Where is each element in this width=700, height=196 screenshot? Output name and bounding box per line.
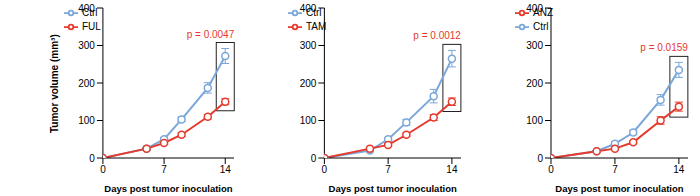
svg-text:300: 300 — [78, 40, 95, 51]
svg-text:200: 200 — [78, 78, 95, 89]
svg-text:100: 100 — [526, 115, 543, 126]
svg-text:Days post tumor inoculation: Days post tumor inoculation — [329, 183, 457, 194]
svg-text:7: 7 — [161, 164, 167, 175]
svg-text:200: 200 — [526, 78, 543, 89]
svg-text:0: 0 — [100, 164, 106, 175]
svg-text:200: 200 — [300, 78, 317, 89]
svg-text:7: 7 — [385, 164, 391, 175]
svg-text:300: 300 — [300, 40, 317, 51]
svg-text:p = 0.0047: p = 0.0047 — [187, 29, 235, 40]
svg-text:p = 0.0159: p = 0.0159 — [640, 42, 688, 53]
svg-text:100: 100 — [78, 115, 95, 126]
svg-text:0: 0 — [311, 153, 317, 164]
svg-text:p = 0.0012: p = 0.0012 — [413, 30, 461, 41]
svg-text:400: 400 — [300, 3, 317, 14]
svg-text:Days post tumor inoculation: Days post tumor inoculation — [555, 183, 683, 194]
svg-text:300: 300 — [526, 40, 543, 51]
svg-text:400: 400 — [526, 3, 543, 14]
svg-text:100: 100 — [300, 115, 317, 126]
svg-text:14: 14 — [220, 164, 232, 175]
svg-text:0: 0 — [89, 153, 95, 164]
svg-text:7: 7 — [612, 164, 618, 175]
svg-text:Days post tumor inoculation: Days post tumor inoculation — [104, 183, 232, 194]
svg-text:0: 0 — [537, 153, 543, 164]
svg-text:Tumor volume (mm³): Tumor volume (mm³) — [49, 34, 60, 133]
svg-text:14: 14 — [446, 164, 458, 175]
svg-text:400: 400 — [78, 3, 95, 14]
svg-text:14: 14 — [673, 164, 685, 175]
svg-text:0: 0 — [548, 164, 554, 175]
svg-text:0: 0 — [322, 164, 328, 175]
